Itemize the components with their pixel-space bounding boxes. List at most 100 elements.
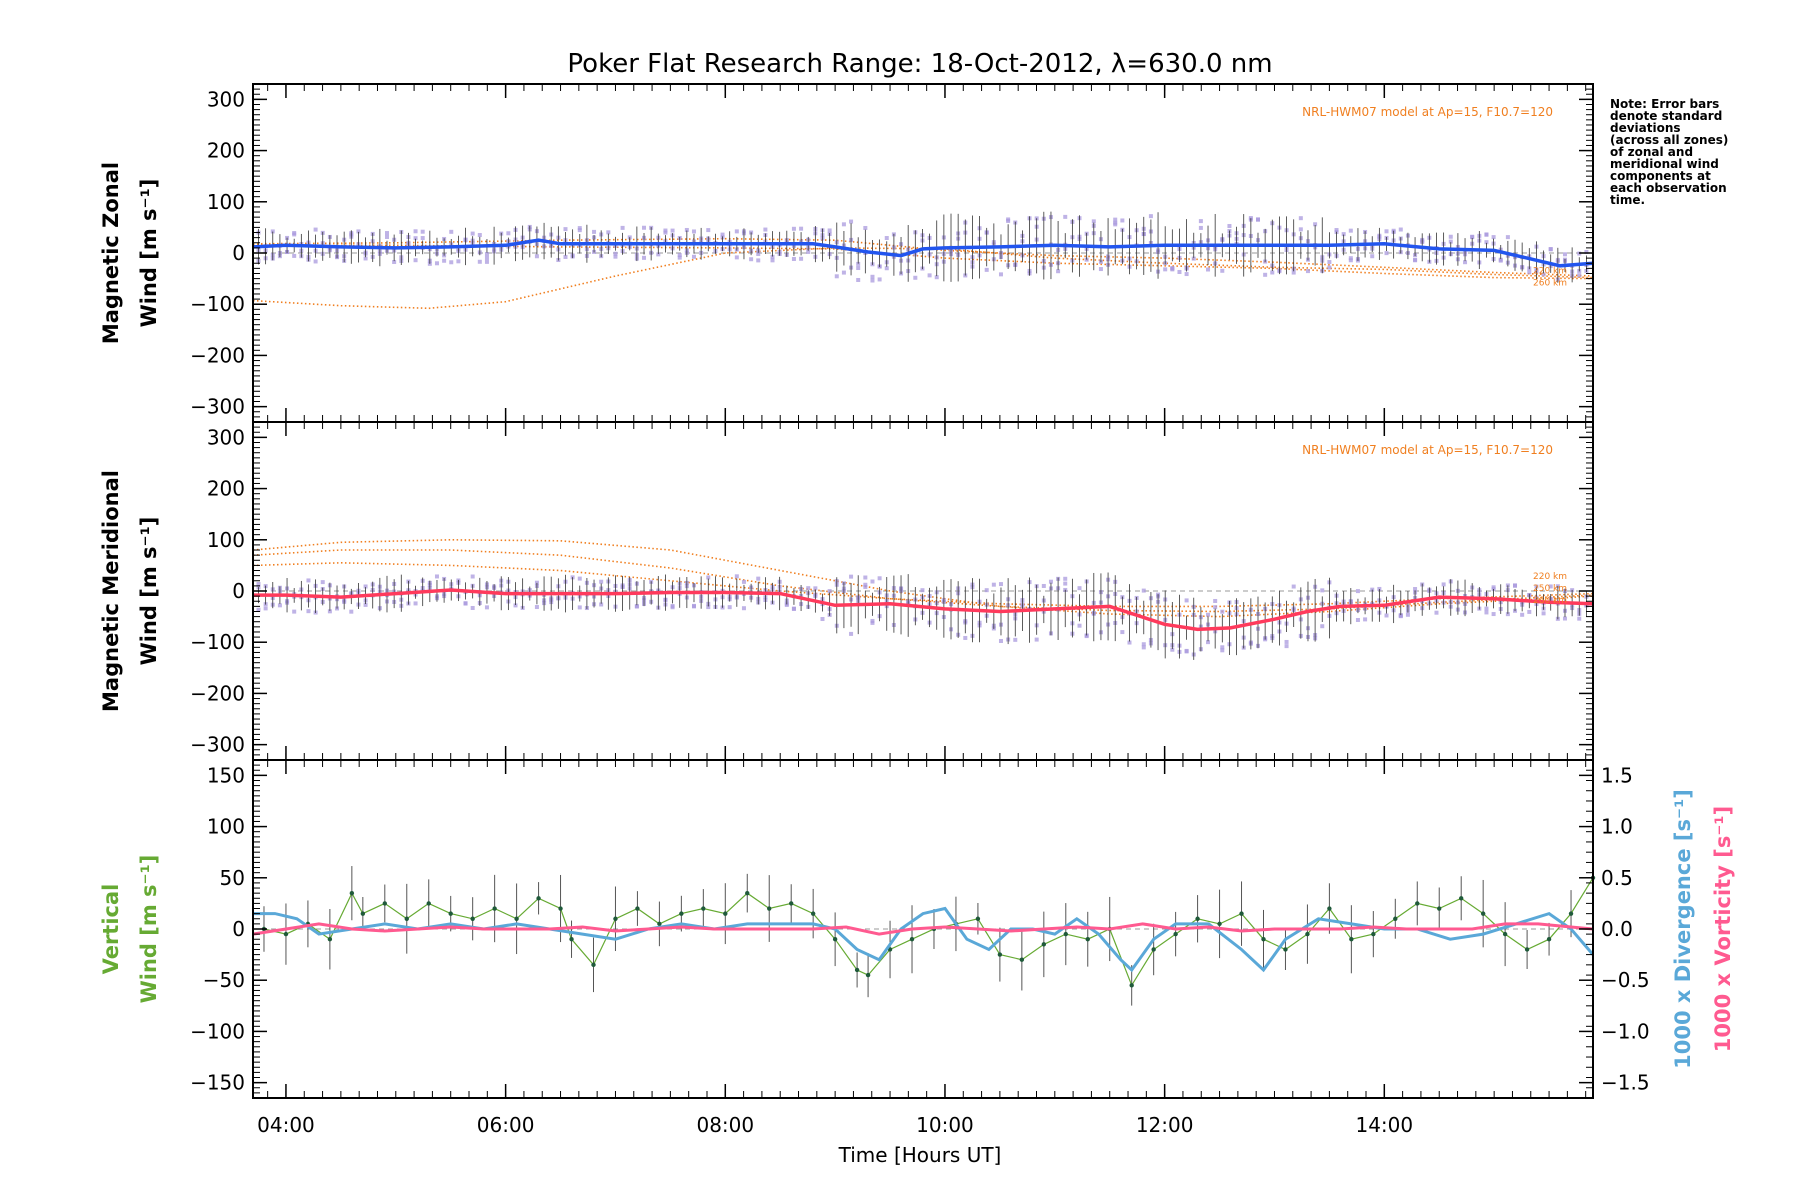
zone-point [706,228,711,233]
y-tick-label: −300 [190,395,245,419]
zone-point [1434,610,1439,615]
vertical-wind-point [810,911,816,916]
y-tick-label: 100 [207,815,245,839]
zone-point [691,603,696,608]
zone-point [642,225,647,230]
vertical-wind-point [382,901,388,906]
zone-point [1063,576,1068,581]
zone-point [1120,630,1125,635]
zone-point [413,601,418,606]
zone-point [1341,232,1346,237]
zone-point [1348,228,1353,233]
zone-point [434,261,439,266]
zone-point [849,574,854,579]
zone-point [849,219,854,224]
model-curve-1 [253,244,1594,280]
zone-point [427,261,432,266]
zone-point [1405,612,1410,617]
model-label: NRL-HWM07 model at Ap=15, F10.7=120 [1302,443,1553,457]
zone-point [1384,613,1389,618]
vertical-wind-point [909,937,915,942]
zone-point [677,253,682,258]
zone-point [1213,598,1218,603]
vertical-wind-point [1283,947,1288,952]
zone-point [442,258,447,263]
vertical-wind-point [613,916,618,921]
note-line: denote standard [1610,109,1722,123]
zone-point [292,232,297,237]
zone-point [1220,609,1225,614]
zone-point [691,254,696,259]
vertical-wind-point [591,962,596,968]
zone-point [363,602,368,607]
zone-point [363,584,368,589]
zone-point [1141,642,1146,647]
zone-point [1484,610,1489,615]
vertical-wind-point [448,911,453,916]
vertical-wind-point [1239,911,1244,916]
vertical-wind-point [1458,896,1464,901]
vertical-wind-point [1019,957,1025,962]
zone-point [1220,648,1225,653]
y-tick-label: −200 [190,681,245,705]
vertical-wind-point [997,952,1003,957]
zone-point [1541,611,1546,616]
zone-point [756,251,761,256]
zone-point [1548,247,1553,252]
vertical-wind-point [1393,916,1398,921]
y-tick-label: 300 [207,425,245,449]
vertical-wind-point [975,916,981,921]
zone-point [820,617,825,622]
model-altitude-label: 220 km [1533,266,1567,276]
y-axis-label: Wind [m s⁻¹] [137,179,161,328]
zone-point [863,575,868,580]
zone-point [577,226,582,231]
zone-point [863,584,868,589]
zone-point [984,588,989,593]
zone-point [1170,266,1175,271]
y-tick-label: −100 [190,630,245,654]
zone-point [1191,256,1196,261]
zone-point [1505,612,1510,617]
zone-point [306,609,311,614]
zone-point [1513,583,1518,588]
zone-point [563,227,568,232]
zone-point [863,225,868,230]
zone-point [1184,648,1189,653]
zone-point [313,259,318,264]
zone-point [1206,640,1211,645]
zone-point [256,607,261,612]
zone-point [870,579,875,584]
vorticity-series [252,922,1594,936]
zone-point [1313,222,1318,227]
zone-point [1220,645,1225,650]
zone-point [1355,617,1360,622]
zone-point [1084,257,1089,262]
zone-point [277,603,282,608]
zone-point [1527,609,1532,614]
x-axis: 04:00 06:00 08:00 10:00 12:00 14:00 [257,1113,1413,1137]
zone-point [477,233,482,238]
zone-point [1184,272,1189,277]
zone-point [306,578,311,583]
zone-point [706,605,711,610]
zone-point [1298,227,1303,232]
zone-point [327,609,332,614]
zone-point [1220,268,1225,273]
model-altitude-label: 250 km [1533,584,1567,594]
y-tick-label: 0 [232,241,245,265]
vertical-wind-point [1415,901,1420,906]
zone-point [1441,582,1446,587]
zone-point [656,252,661,257]
zone-point [1077,586,1082,591]
zone-point [1398,613,1403,618]
zone-point [1291,270,1296,275]
zone-point [1384,229,1389,234]
zone-point [470,574,475,579]
zone-point [799,226,804,231]
zone-point [1263,272,1268,277]
zone-point [1577,273,1582,278]
zone-point [1113,217,1118,222]
zone-point [706,575,711,580]
